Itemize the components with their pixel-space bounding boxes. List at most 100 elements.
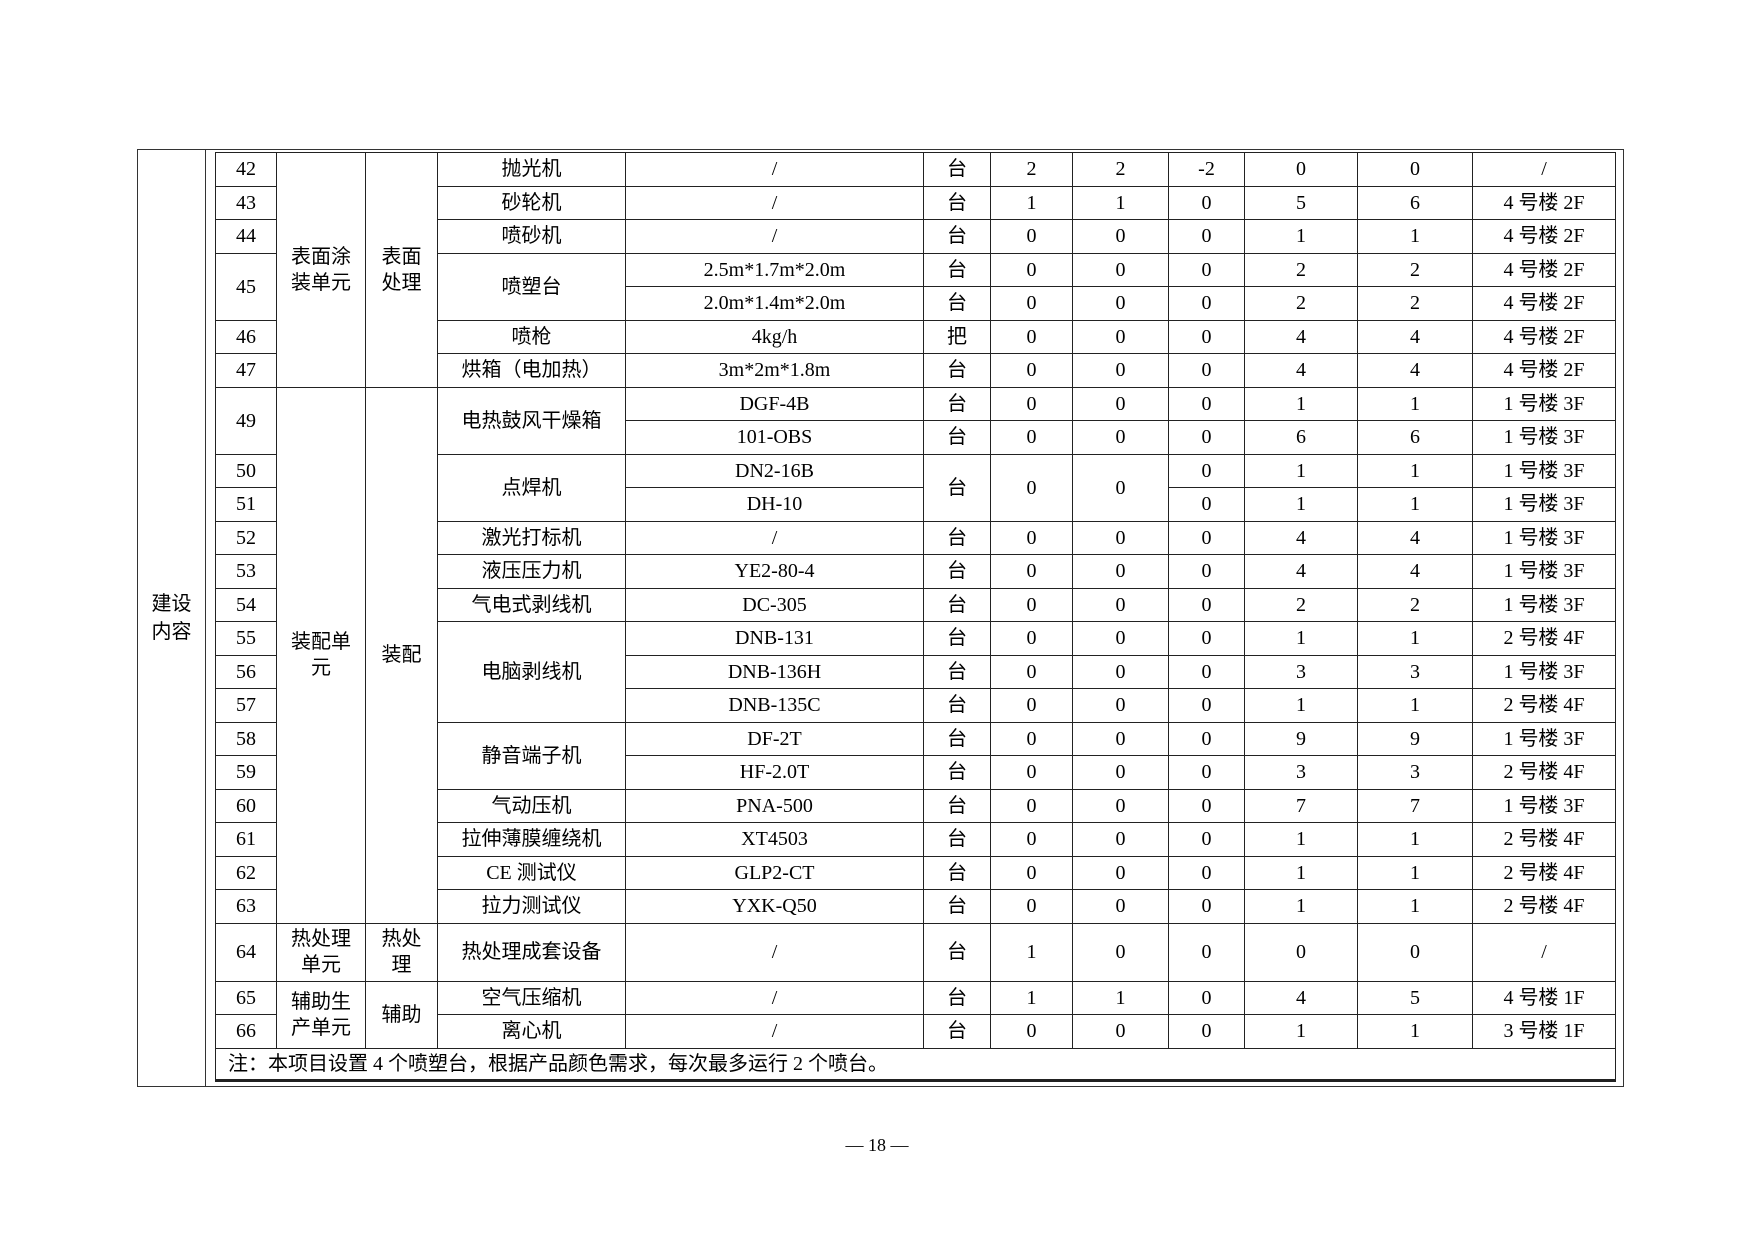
quantity-5: 6 (1357, 185, 1473, 220)
equipment-table-container: 42 表面涂装单元 表面处理 抛光机 / 台 2 2 -2 0 0/43 砂轮机 / 台 1 1 0 5 6 4 号楼… (215, 152, 1616, 1082)
location: 2 号楼 4F (1472, 855, 1616, 890)
quantity-2: 0 (1072, 353, 1169, 388)
table-row: 46 喷枪 4kg/h 把 0 0 0 4 4 4 号楼 2F (215, 319, 1616, 354)
section-cell: 装配 (365, 386, 438, 924)
equipment-name: 砂轮机 (437, 185, 626, 220)
quantity-5: 2 (1357, 252, 1473, 287)
quantity-2: 0 (1072, 319, 1169, 354)
row-number: 60 (215, 788, 277, 823)
quantity-5: 1 (1357, 1014, 1473, 1049)
location: 1 号楼 3F (1472, 420, 1616, 455)
table-row: 59 HF-2.0T 台 0 0 0 3 3 2 号楼 4F (215, 755, 1616, 790)
equipment-name: 烘箱（电加热） (437, 353, 626, 388)
model-spec: 3m*2m*1.8m (625, 353, 924, 388)
quantity-4: 4 (1244, 980, 1358, 1015)
quantity-5: 3 (1357, 755, 1473, 790)
table-row: 66 离心机 / 台 0 0 0 1 1 3 号楼 1F (215, 1014, 1616, 1049)
table-row: 101-OBS 台 0 0 0 6 6 1 号楼 3F (216, 420, 1616, 455)
side-category-label: 建设内容 (151, 593, 192, 643)
row-number: 43 (215, 185, 277, 220)
quantity-1: 1 (990, 185, 1073, 220)
model-spec: GLP2-CT (625, 855, 924, 890)
quantity-4: 1 (1244, 386, 1358, 421)
quantity-5: 4 (1357, 520, 1473, 555)
quantity-2: 0 (1072, 721, 1169, 756)
quantity-4: 4 (1244, 353, 1358, 388)
model-spec: 2.0m*1.4m*2.0m (625, 286, 924, 321)
table-row: 64 热处理单元 热处理 热处理成套设备 / 台 1 0 0 0 0/ (215, 922, 1616, 982)
equipment-name: 拉力测试仪 (437, 889, 626, 924)
quantity-2: 0 (1072, 587, 1169, 622)
model-spec: YE2-80-4 (625, 554, 924, 589)
quantity-2: 0 (1072, 219, 1169, 254)
unit-of-measure: 台 (923, 621, 991, 656)
unit-of-measure: 台 (923, 520, 991, 555)
quantity-3: 0 (1168, 980, 1245, 1015)
row-number: 55 (215, 621, 277, 656)
row-number: 46 (215, 319, 277, 354)
quantity-4: 4 (1244, 554, 1358, 589)
quantity-5: 3 (1357, 654, 1473, 689)
unit-of-measure: 台 (923, 1014, 991, 1049)
model-spec: DC-305 (625, 587, 924, 622)
equipment-name: 喷枪 (437, 319, 626, 354)
row-number: 58 (215, 721, 277, 756)
model-spec: / (625, 520, 924, 555)
equipment-name: 液压压力机 (437, 554, 626, 589)
quantity-1: 0 (990, 788, 1073, 823)
model-spec: DNB-131 (625, 621, 924, 656)
unit-of-measure: 台 (923, 286, 991, 321)
quantity-5: 1 (1357, 487, 1473, 522)
equipment-name: 电脑剥线机 (437, 621, 626, 723)
unit-of-measure: 台 (923, 788, 991, 823)
quantity-4: 7 (1244, 788, 1358, 823)
quantity-4: 9 (1244, 721, 1358, 756)
quantity-2: 0 (1072, 922, 1169, 982)
quantity-4: 0 (1244, 152, 1358, 187)
quantity-2: 2 (1072, 152, 1169, 187)
location: 4 号楼 2F (1472, 353, 1616, 388)
quantity-5: 1 (1357, 822, 1473, 857)
unit-of-measure: 台 (923, 922, 991, 982)
row-number: 65 (215, 980, 277, 1015)
page-number: — 18 — (845, 1135, 909, 1155)
table-row: 65 辅助生产单元 辅助 空气压缩机 / 台 1 1 0 4 5 4 号楼 1F (215, 980, 1616, 1049)
quantity-4: 1 (1244, 822, 1358, 857)
location: / (1472, 922, 1616, 982)
model-spec: / (625, 219, 924, 254)
quantity-1: 0 (990, 520, 1073, 555)
equipment-name: 激光打标机 (437, 520, 626, 555)
quantity-5: 4 (1357, 554, 1473, 589)
row-number: 45 (215, 252, 277, 321)
quantity-3: 0 (1168, 520, 1245, 555)
quantity-2: 0 (1072, 855, 1169, 890)
location: 1 号楼 3F (1472, 520, 1616, 555)
equipment-name: 喷塑台 (437, 252, 626, 321)
quantity-3: 0 (1168, 420, 1245, 455)
quantity-1: 0 (990, 554, 1073, 589)
quantity-1: 0 (990, 420, 1073, 455)
unit-of-measure: 台 (923, 889, 991, 924)
quantity-5: 2 (1357, 587, 1473, 622)
quantity-4: 3 (1244, 654, 1358, 689)
model-spec: YXK-Q50 (625, 889, 924, 924)
row-number: 50 (215, 453, 277, 488)
model-spec: / (625, 185, 924, 220)
quantity-1: 0 (990, 889, 1073, 924)
table-row: 60 气动压机 PNA-500 台 0 0 0 7 7 1 号楼 3F (215, 788, 1616, 823)
unit-of-measure: 台 (923, 453, 991, 522)
table-row: 51 DH-10 0 1 1 1 号楼 3F (215, 487, 1616, 522)
quantity-1: 0 (990, 755, 1073, 790)
location: 4 号楼 1F (1472, 980, 1616, 1015)
quantity-2: 0 (1072, 755, 1169, 790)
quantity-2: 1 (1072, 980, 1169, 1015)
model-spec: / (625, 922, 924, 982)
row-number: 52 (215, 520, 277, 555)
table-row: 52 激光打标机 / 台 0 0 0 4 4 1 号楼 3F (215, 520, 1616, 555)
note-row: 注：本项目设置 4 个喷塑台，根据产品颜色需求，每次最多运行 2 个喷台。 (215, 1047, 1616, 1082)
equipment-name: CE 测试仪 (437, 855, 626, 890)
row-number: 42 (215, 152, 277, 187)
equipment-name: 静音端子机 (437, 721, 626, 790)
quantity-3: 0 (1168, 621, 1245, 656)
quantity-3: 0 (1168, 788, 1245, 823)
